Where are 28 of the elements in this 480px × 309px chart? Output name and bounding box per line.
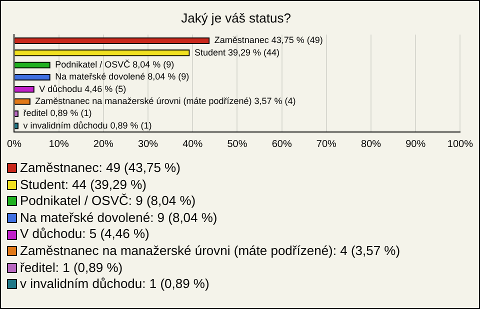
- data-label: Student 39,29 % (44): [194, 47, 280, 58]
- data-label: ředitel 0,89 % (1): [23, 108, 92, 118]
- legend-label: v invalidním důchodu: 1 (0,89 %): [20, 276, 210, 293]
- x-tick-label: 100%: [447, 138, 474, 150]
- x-tick-label: 60%: [272, 138, 292, 150]
- legend-label: Podnikatel / OSVČ: 9 (8,04 %): [20, 193, 196, 210]
- data-label: Na mateřské dovolené 8,04 % (9): [55, 72, 190, 82]
- data-label: Podnikatel / OSVČ 8,04 % (9): [55, 60, 174, 70]
- x-tick-label: 0%: [7, 138, 22, 150]
- data-label: v invalidním důchodu 0,89 % (1): [23, 120, 152, 130]
- legend-label: ředitel: 1 (0,89 %): [20, 260, 123, 276]
- x-tick-label: 50%: [227, 138, 248, 150]
- x-tick-label: 40%: [182, 138, 203, 150]
- x-tick-label: 80%: [361, 138, 382, 150]
- legend-label: V důchodu: 5 (4,46 %): [20, 226, 150, 243]
- x-tick-label: 10%: [48, 138, 69, 150]
- data-label: Zaměstnanec 43,75 % (49): [214, 35, 323, 46]
- x-tick-label: 90%: [406, 138, 426, 150]
- legend-label: Zaměstnanec na manažerské úrovni (máte podřízené): 4 (3,57 %): [20, 242, 400, 260]
- x-tick-label: 30%: [138, 138, 158, 150]
- legend-label: Student: 44 (39,29 %): [20, 176, 146, 194]
- x-tick-label: 20%: [93, 138, 114, 150]
- data-label: V důchodu 4,46 % (5): [39, 84, 126, 94]
- data-label: Zaměstnanec na manažerské úrovni (máte podřízené) 3,57 % (4): [35, 96, 296, 106]
- chart-title: Jaký je váš status?: [181, 10, 291, 26]
- x-tick-label: 70%: [316, 138, 337, 150]
- legend-label: Na mateřské dovolené: 9 (8,04 %): [20, 210, 218, 226]
- legend-label: Zaměstnanec: 49 (43,75 %): [20, 160, 180, 177]
